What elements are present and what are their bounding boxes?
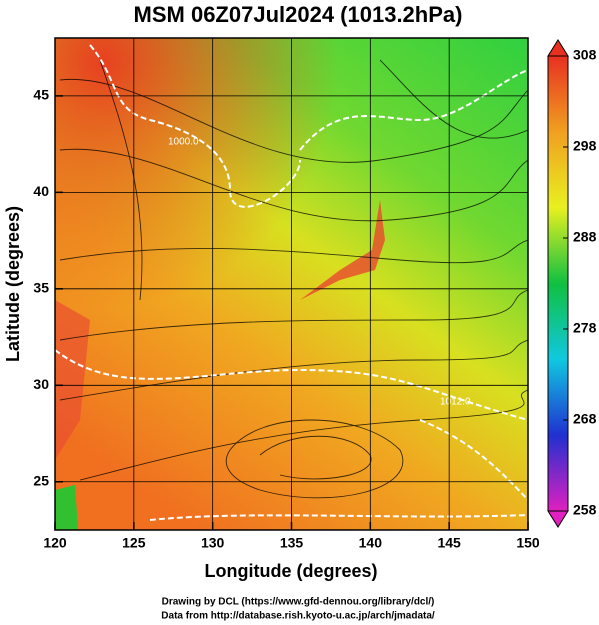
y-axis-label: Latitude (degrees) <box>3 206 23 362</box>
x-tick-label: 150 <box>516 535 540 551</box>
colorbar-cap <box>547 510 569 528</box>
colorbar-tick-label: 298 <box>573 138 597 154</box>
colorbar-tick-label: 278 <box>573 320 597 336</box>
footer: Data from http://database.rish.kyoto-u.a… <box>161 611 435 622</box>
x-axis-label: Longitude (degrees) <box>204 561 377 581</box>
contour-label: 1000.0 <box>168 137 199 148</box>
y-tick-label: 40 <box>33 183 49 199</box>
colorbar: 258 268 278 288 298 308 <box>547 39 597 528</box>
x-tick-label: 125 <box>122 535 146 551</box>
colorbar-tick-label: 258 <box>573 502 597 518</box>
y-tick-label: 30 <box>33 376 49 392</box>
colorbar-tick-label: 288 <box>573 229 597 245</box>
colorbar-body <box>547 55 569 512</box>
x-tick-label: 140 <box>359 535 383 551</box>
colorbar-tick-label: 268 <box>573 411 597 427</box>
x-tick-label: 130 <box>201 535 225 551</box>
contour-label: 1012.0 <box>440 397 471 408</box>
colorbar-tick-label: 308 <box>573 47 597 63</box>
chart-title: MSM 06Z07Jul2024 (1013.2hPa) <box>134 2 463 27</box>
footer: Drawing by DCL (https://www.gfd-dennou.o… <box>162 597 435 608</box>
x-tick-label: 120 <box>43 535 67 551</box>
colorbar-cap <box>547 39 569 57</box>
x-tick-label: 135 <box>280 535 304 551</box>
y-tick-label: 35 <box>33 280 49 296</box>
x-tick-label: 145 <box>437 535 461 551</box>
y-tick-label: 25 <box>33 472 49 488</box>
y-tick-label: 45 <box>33 87 49 103</box>
